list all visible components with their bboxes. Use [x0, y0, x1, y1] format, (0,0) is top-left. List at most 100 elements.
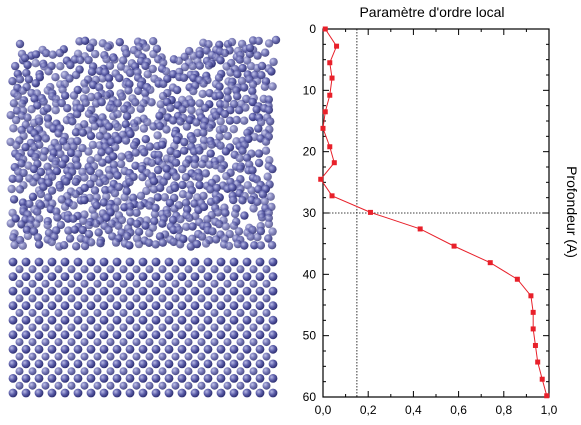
atom-sphere: [60, 315, 70, 325]
atom-sphere: [232, 115, 241, 125]
atom-sphere: [73, 301, 83, 311]
atom-sphere: [158, 265, 167, 274]
atom-sphere: [248, 86, 257, 96]
atom-sphere: [245, 43, 255, 53]
atom-sphere: [104, 225, 113, 235]
atom-sphere: [156, 100, 165, 109]
atom-sphere: [44, 67, 53, 76]
atom-sphere: [125, 208, 135, 217]
atom-sphere: [20, 53, 30, 63]
atom-sphere: [223, 279, 232, 288]
atom-sphere: [255, 301, 265, 311]
atom-sphere: [125, 330, 135, 340]
atom-sphere: [184, 294, 193, 303]
atom-sphere: [99, 330, 109, 340]
atom-sphere: [34, 330, 44, 340]
atom-sphere: [7, 184, 16, 194]
atom-sphere: [199, 202, 209, 212]
atom-sphere: [145, 323, 154, 332]
atom-sphere: [215, 91, 224, 100]
atom-sphere: [180, 62, 190, 72]
atom-sphere: [60, 301, 70, 311]
atom-sphere: [68, 117, 77, 126]
atom-sphere: [67, 323, 76, 332]
atom-sphere: [8, 344, 18, 354]
atom-sphere: [188, 222, 197, 231]
atom-sphere: [135, 42, 144, 52]
atom-sphere: [131, 148, 140, 157]
atom-sphere: [15, 308, 24, 317]
atom-sphere: [201, 239, 211, 248]
atom-sphere: [94, 228, 103, 237]
atom-sphere: [262, 367, 271, 376]
atom-sphere: [242, 344, 252, 354]
axis-ticks: [322, 28, 550, 398]
atom-sphere: [41, 48, 51, 58]
atom-sphere: [155, 122, 165, 131]
atom-sphere: [171, 352, 180, 361]
atom-sphere: [229, 301, 239, 311]
atom-sphere: [268, 272, 278, 281]
data-point: [530, 326, 536, 332]
atom-sphere: [184, 338, 193, 347]
atom-sphere: [210, 352, 219, 361]
atom-sphere: [190, 388, 200, 398]
atom-sphere: [93, 279, 102, 288]
atom-sphere: [126, 202, 135, 211]
atom-sphere: [11, 61, 20, 71]
atom-sphere: [141, 135, 150, 144]
atom-sphere: [70, 225, 80, 234]
atom-sphere: [268, 286, 278, 296]
atom-sphere: [101, 176, 110, 186]
atom-sphere: [17, 159, 26, 168]
atom-sphere: [242, 153, 252, 162]
atom-sphere: [28, 192, 38, 201]
atom-sphere: [201, 103, 210, 113]
y-tick-label: 0: [309, 22, 316, 36]
atom-sphere: [268, 388, 278, 398]
atom-sphere: [177, 272, 187, 281]
atom-sphere: [69, 91, 79, 100]
atom-sphere: [212, 195, 221, 205]
atom-sphere: [116, 159, 126, 169]
atom-sphere: [80, 308, 89, 317]
atom-sphere: [153, 193, 162, 202]
atom-sphere: [145, 279, 154, 288]
atom-sphere: [93, 381, 102, 390]
atom-sphere: [67, 294, 76, 303]
atom-sphere: [34, 257, 44, 267]
atom-sphere: [150, 216, 159, 226]
data-point: [514, 276, 520, 282]
atom-sphere: [99, 198, 109, 207]
atom-sphere: [98, 158, 107, 167]
atom-sphere: [47, 344, 57, 354]
atom-sphere: [190, 330, 200, 340]
atom-sphere: [47, 286, 57, 296]
atom-sphere: [34, 374, 44, 383]
atom-sphere: [90, 186, 100, 195]
atom-sphere: [184, 279, 193, 288]
atom-sphere: [170, 183, 180, 193]
atom-sphere: [95, 131, 105, 141]
atom-sphere: [106, 265, 115, 274]
atom-sphere: [99, 344, 109, 354]
atom-sphere: [80, 294, 89, 303]
atom-sphere: [158, 238, 167, 247]
atom-sphere: [268, 330, 278, 340]
atom-sphere: [60, 91, 70, 100]
atom-sphere: [177, 330, 187, 340]
atom-sphere: [41, 338, 50, 347]
atom-sphere: [162, 164, 171, 174]
atom-sphere: [181, 198, 191, 208]
atom-sphere: [178, 164, 187, 174]
atom-sphere: [195, 173, 204, 182]
atom-sphere: [247, 186, 256, 195]
atom-sphere: [206, 149, 215, 158]
atom-sphere: [73, 344, 83, 354]
atom-sphere: [164, 374, 174, 383]
atom-sphere: [86, 257, 96, 267]
atom-sphere: [153, 165, 163, 175]
atom-sphere: [268, 344, 278, 354]
atom-sphere: [104, 74, 114, 83]
atom-sphere: [102, 91, 111, 100]
